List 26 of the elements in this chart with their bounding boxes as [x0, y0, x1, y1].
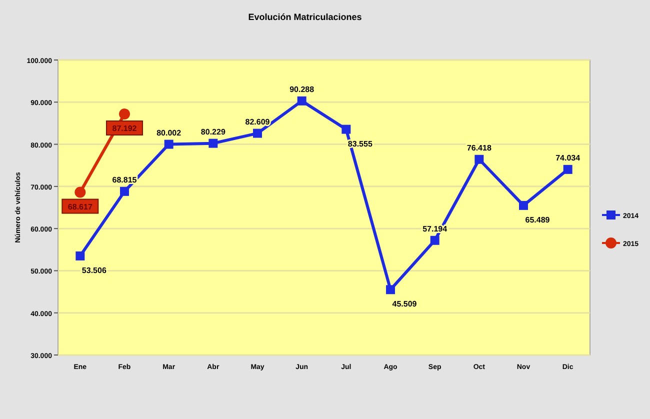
point	[342, 124, 351, 134]
point	[119, 108, 130, 120]
data-label: 45.509	[392, 300, 418, 309]
data-label: 80.002	[156, 128, 182, 138]
point	[519, 200, 528, 210]
point	[74, 186, 86, 198]
point	[563, 164, 572, 174]
point	[253, 128, 262, 138]
data-label: 74.034	[556, 153, 581, 162]
chart-title: Evolución Matriculaciones	[248, 12, 362, 22]
point	[208, 138, 218, 148]
data-label: 90.288	[290, 84, 315, 94]
data-label: 65.489	[525, 215, 550, 224]
data-label: 87.192	[112, 124, 138, 133]
point	[164, 140, 174, 149]
point	[297, 96, 306, 106]
point	[386, 285, 395, 294]
point	[474, 154, 484, 164]
data-label: 76.418	[466, 143, 492, 152]
point	[76, 251, 85, 260]
data-label: 82.609	[245, 117, 270, 126]
point	[120, 186, 129, 196]
data-label: 68.617	[68, 202, 93, 212]
data-label: 80.229	[200, 127, 226, 136]
point	[430, 236, 440, 245]
data-label: 53.506	[82, 266, 107, 275]
